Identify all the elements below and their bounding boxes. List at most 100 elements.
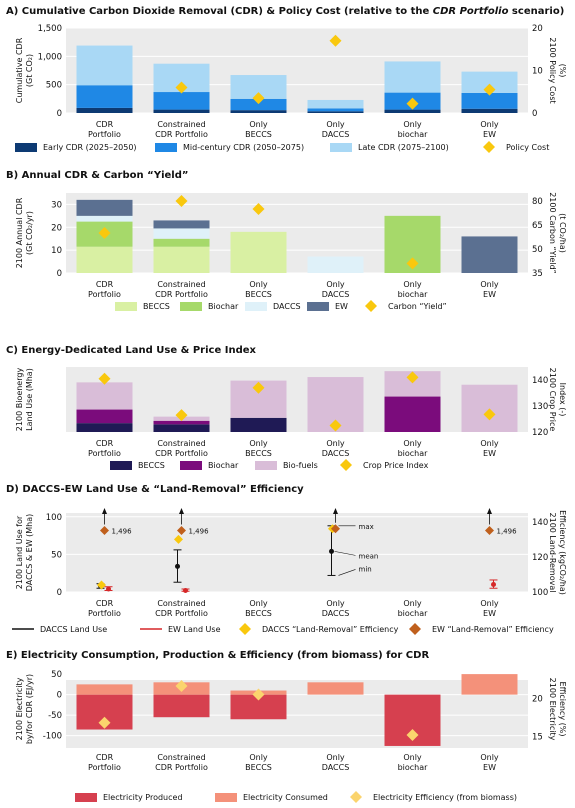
y-axis-label: 2100 Annual CDR: [15, 197, 24, 268]
y2-axis-label: (t CO₂/ha): [558, 213, 567, 253]
legend-label: DACCS Land Use: [40, 625, 107, 634]
legend-swatch: [245, 302, 267, 311]
y2-axis-label: Index (-): [558, 383, 567, 417]
legend-swatch: [15, 143, 37, 152]
category-label: CDR: [96, 439, 114, 448]
marker: [406, 371, 419, 384]
legend-swatch: [239, 623, 251, 635]
bar: [230, 417, 287, 432]
annotation-leader: [334, 551, 356, 556]
legend-swatch: [330, 143, 352, 152]
bar: [461, 108, 518, 113]
y-tick-label: 100: [46, 513, 62, 523]
legend-swatch: [110, 461, 132, 470]
ew-efficiency-marker: [100, 526, 109, 536]
marker: [175, 195, 188, 207]
bar: [153, 92, 210, 110]
marker: [406, 257, 419, 270]
bar: [76, 246, 133, 273]
marker: [483, 83, 496, 96]
category-label: EW: [483, 609, 496, 618]
marker: [175, 81, 188, 94]
bar: [307, 108, 364, 112]
category-label: Only: [326, 280, 345, 289]
marker: [406, 97, 419, 110]
category-label: Portfolio: [88, 290, 121, 299]
category-label: Portfolio: [88, 763, 121, 772]
bar: [384, 61, 441, 93]
bar: [384, 109, 441, 113]
panel-title: A) Cumulative Carbon Dioxide Removal (CD…: [6, 6, 564, 17]
marker: [98, 227, 111, 239]
bar: [461, 236, 518, 273]
marker: [252, 381, 265, 394]
category-label: Only: [249, 120, 268, 129]
legend-label: Biochar: [208, 302, 239, 311]
y-tick-label: 20: [51, 223, 62, 233]
category-label: Only: [326, 753, 345, 762]
legend-swatch: [365, 300, 377, 312]
marker: [406, 729, 419, 741]
max-annotation: max: [359, 523, 374, 531]
bar: [153, 420, 210, 425]
legend-swatch: [350, 791, 362, 803]
ew-mean: [183, 587, 188, 593]
panel-e: E) Electricity Consumption, Production &…: [6, 650, 567, 803]
y-tick-label: 30: [51, 200, 62, 210]
y-axis-label: DACCS & EW (Mha): [25, 514, 34, 592]
legend-swatch: [155, 143, 177, 152]
y2-tick-label: 80: [532, 197, 543, 207]
y2-tick-label: 100: [532, 588, 548, 598]
bar: [230, 98, 287, 111]
min-annotation: min: [359, 565, 372, 573]
category-label: Constrained: [157, 280, 205, 289]
category-label: Only: [403, 753, 422, 762]
panel-c: C) Energy-Dedicated Land Use & Price Ind…: [6, 345, 567, 471]
bar: [76, 215, 133, 222]
marker: [98, 716, 111, 729]
panel-title: C) Energy-Dedicated Land Use & Price Ind…: [6, 345, 257, 356]
category-label: DACCS: [322, 290, 350, 299]
category-label: CDR Portfolio: [155, 609, 208, 618]
bar: [76, 107, 133, 113]
y-axis-label: by/for CDR (EJ/yr): [25, 674, 34, 744]
y-tick-label: 0: [57, 269, 62, 279]
category-label: biochar: [398, 290, 429, 299]
bar: [153, 238, 210, 247]
bar: [153, 228, 210, 239]
legend-label: Carbon “Yield”: [388, 302, 447, 311]
y-tick-label: 10: [51, 246, 62, 256]
legend-swatch: [483, 141, 495, 153]
panel-d: D) DACCS-EW Land Use & “Land-Removal” Ef…: [6, 484, 567, 635]
legend-label: Bio-fuels: [283, 461, 318, 470]
category-label: Constrained: [157, 753, 205, 762]
legend-label: Electricity Consumed: [243, 793, 328, 802]
legend-swatch: [255, 461, 277, 470]
y2-tick-label: 20: [532, 24, 543, 34]
legend-swatch: [409, 623, 421, 635]
category-label: EW: [483, 290, 496, 299]
y-tick-label: 0: [57, 691, 62, 701]
category-label: Only: [403, 120, 422, 129]
y2-tick-label: 130: [532, 402, 548, 412]
category-label: DACCS: [322, 763, 350, 772]
arrow-head: [333, 508, 338, 514]
daccs-mean: [329, 548, 334, 554]
legend-swatch: [307, 302, 329, 311]
panel-a: A) Cumulative Carbon Dioxide Removal (CD…: [6, 6, 567, 153]
category-label: Portfolio: [88, 449, 121, 458]
y2-tick-label: 0: [532, 109, 537, 119]
y-tick-label: -100: [43, 732, 62, 742]
y-axis-label: (Gt CO₂/yr): [25, 211, 34, 255]
category-label: Portfolio: [88, 609, 121, 618]
ew-efficiency-marker: [177, 526, 186, 536]
ew-efficiency-label: 1,496: [497, 528, 518, 536]
y2-tick-label: 120: [532, 553, 548, 563]
legend-label: Early CDR (2025–2050): [43, 143, 137, 152]
bar: [76, 45, 133, 86]
y-axis-label: Land Use (Mha): [25, 368, 34, 431]
bar: [230, 110, 287, 113]
bar: [76, 684, 133, 695]
ew-mean: [491, 581, 496, 587]
arrow-head: [179, 508, 184, 514]
